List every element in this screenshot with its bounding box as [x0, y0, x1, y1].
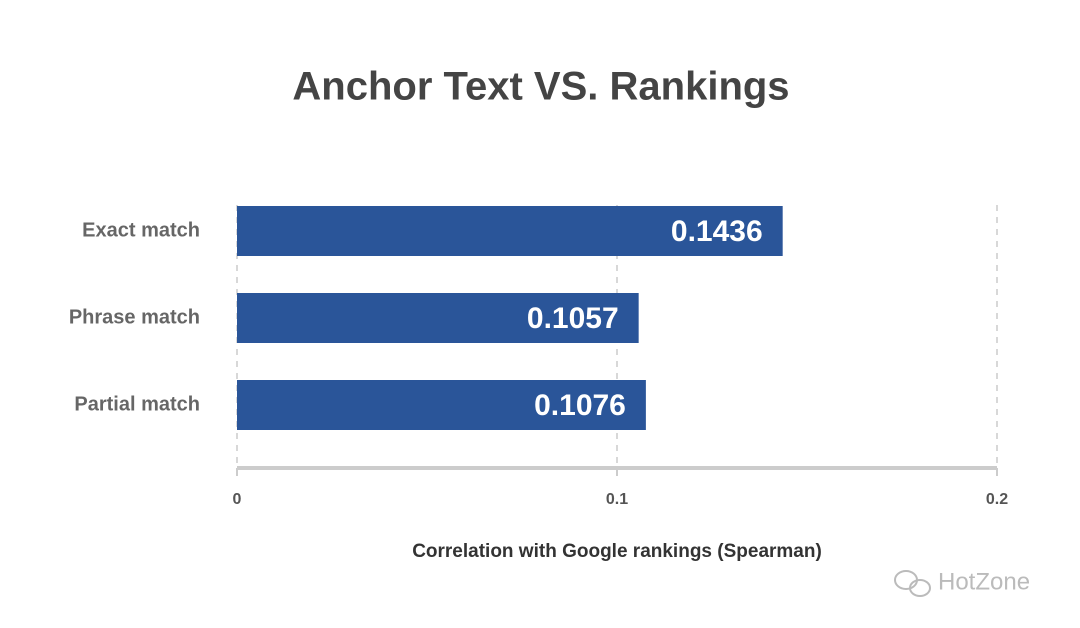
- x-tick-label: 0: [233, 491, 242, 508]
- watermark: HotZone: [938, 568, 1030, 595]
- y-tick-label: Phrase match: [69, 306, 200, 328]
- y-tick-label: Partial match: [74, 393, 200, 415]
- x-tick-label: 0.2: [986, 491, 1008, 508]
- y-tick-label: Exact match: [82, 219, 200, 241]
- bar: [237, 380, 646, 430]
- value-label: 0.1076: [534, 389, 626, 422]
- value-label: 0.1057: [527, 302, 619, 335]
- value-label: 0.1436: [671, 215, 763, 248]
- bar: [237, 293, 639, 343]
- watermark-icon: [894, 570, 931, 597]
- chart-title: Anchor Text VS. Rankings: [292, 65, 789, 109]
- bar: [237, 206, 783, 256]
- x-axis-label: Correlation with Google rankings (Spearm…: [412, 541, 822, 562]
- x-tick-label: 0.1: [606, 491, 628, 508]
